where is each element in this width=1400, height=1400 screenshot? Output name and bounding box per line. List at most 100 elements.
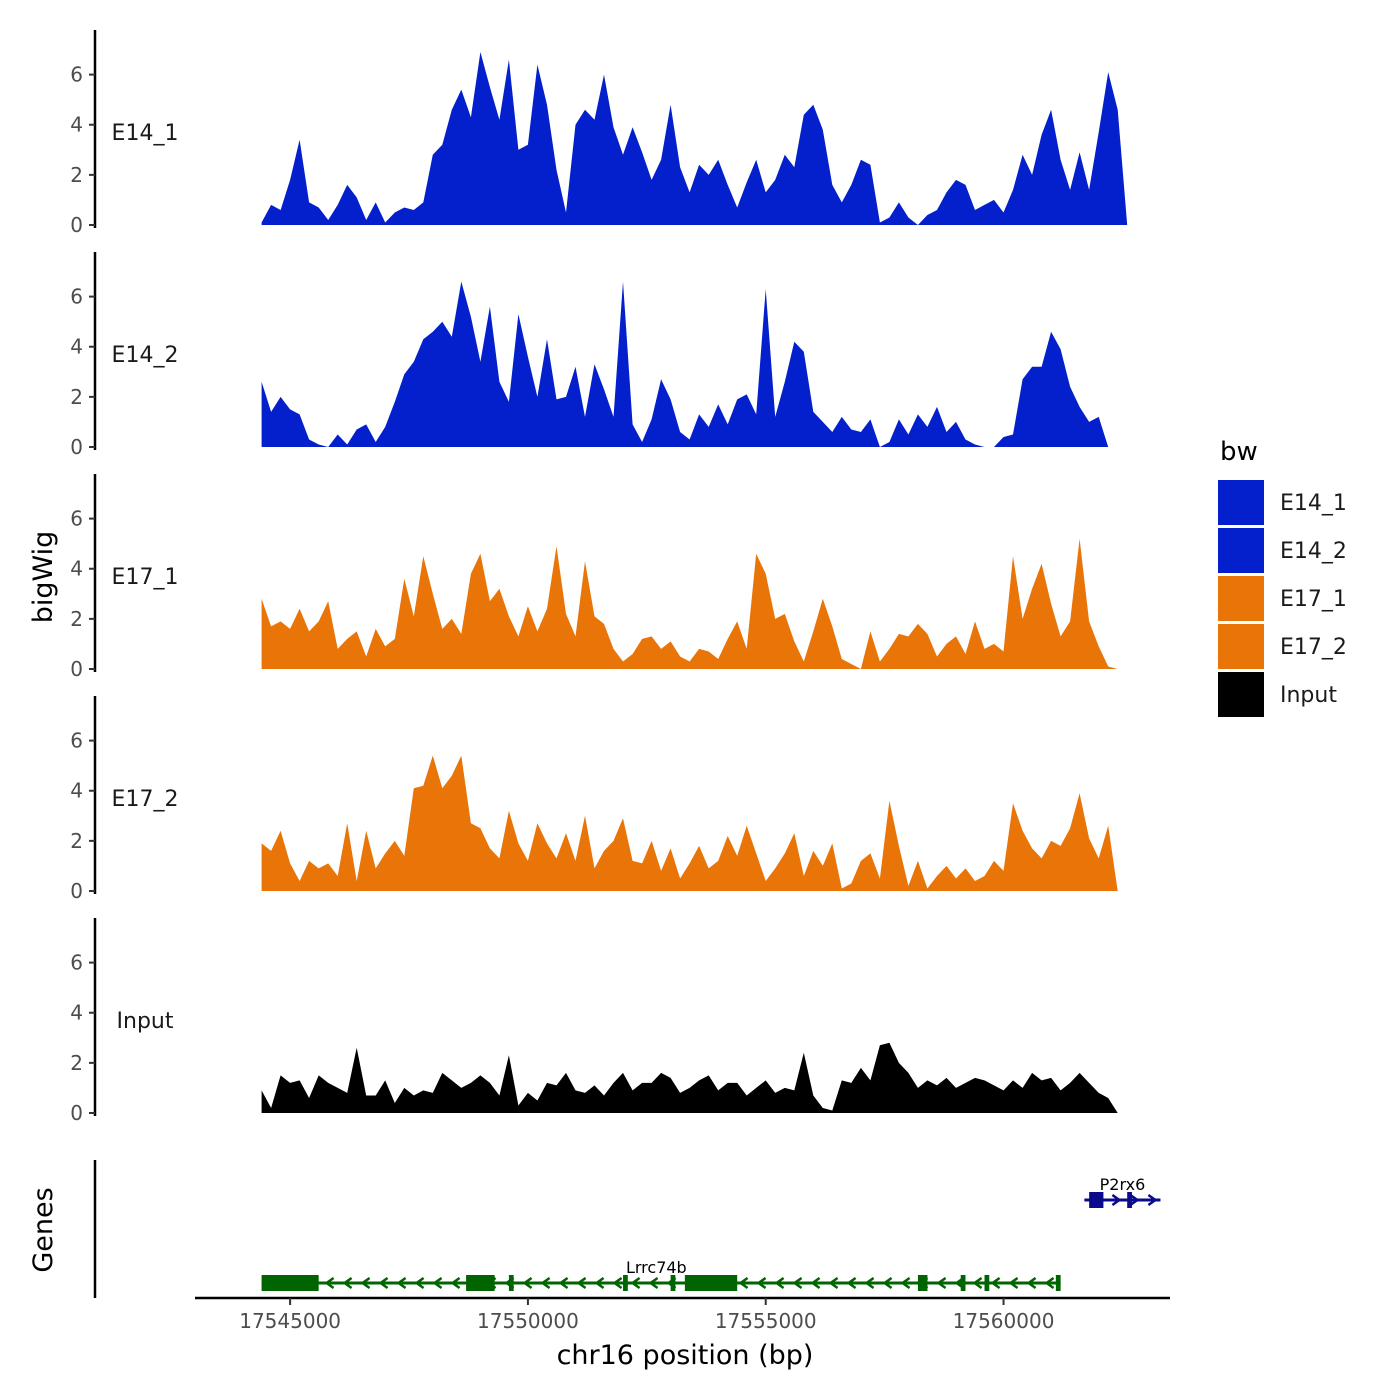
strand-arrow: [774, 1276, 785, 1290]
track-panels: 0 2 4 6 E14_1 0 2 4 6 E14_2 0 2 4 6 E17_1 0 2 4 6 E17_2 0 2 4 6…: [70, 30, 1152, 1125]
legend-label-Input: Input: [1280, 683, 1337, 708]
strand-arrow: [1129, 1193, 1140, 1207]
strand-arrow: [396, 1276, 407, 1290]
x-tick-label: 17555000: [715, 1309, 817, 1333]
y-tick-label: 4: [70, 779, 83, 803]
legend-swatch-E17_1: [1218, 576, 1264, 621]
y-tick-label: 6: [70, 507, 83, 531]
strand-arrow: [1147, 1193, 1158, 1207]
strand-arrow: [972, 1276, 983, 1290]
x-axis: 17545000 17550000 17555000 17560000: [195, 1296, 1170, 1333]
exon: [261, 1275, 319, 1291]
exon: [466, 1275, 495, 1291]
strand-arrow: [828, 1276, 839, 1290]
x-tick-label: 17560000: [953, 1309, 1055, 1333]
y-tick-label: 2: [70, 829, 83, 853]
y-tick-label: 4: [70, 335, 83, 359]
area-Input: [261, 1042, 1152, 1113]
strand-arrow: [810, 1276, 821, 1290]
exon: [670, 1275, 676, 1291]
y-tick-label: 0: [70, 1101, 83, 1125]
area-E14_1: [261, 52, 1152, 225]
strand-arrow: [576, 1276, 587, 1290]
y-tick-label: 0: [70, 213, 83, 237]
y-tick-label: 2: [70, 163, 83, 187]
strand-arrow: [414, 1276, 425, 1290]
strand-arrow: [1044, 1276, 1055, 1290]
strand-arrow: [540, 1276, 551, 1290]
strand-arrow: [450, 1276, 461, 1290]
strand-arrow: [594, 1276, 605, 1290]
strand-arrow: [360, 1276, 371, 1290]
legend-swatch-E14_1: [1218, 480, 1264, 525]
track-E14_2: 0 2 4 6 E14_2: [70, 252, 1152, 459]
y-tick-label: 2: [70, 1051, 83, 1075]
strand-arrow: [378, 1276, 389, 1290]
y-tick-label: 0: [70, 879, 83, 903]
strand-arrow: [432, 1276, 443, 1290]
strand-arrow: [558, 1276, 569, 1290]
y-axis-title: bigWig: [28, 531, 59, 624]
y-tick-label: 4: [70, 113, 83, 137]
track-label-E17_1: E17_1: [112, 565, 179, 590]
strand-arrow: [936, 1276, 947, 1290]
y-tick-label: 6: [70, 285, 83, 309]
exon: [1127, 1192, 1132, 1208]
exon: [508, 1275, 514, 1291]
strand-arrow: [792, 1276, 803, 1290]
gene-label-P2rx6: P2rx6: [1100, 1175, 1146, 1194]
area-E17_2: [261, 755, 1152, 891]
gene-P2rx6: P2rx6: [1084, 1175, 1161, 1208]
y-tick-label: 0: [70, 435, 83, 459]
genes-panel: Lrrc74b P2rx6: [93, 1160, 1161, 1298]
y-tick-label: 4: [70, 557, 83, 581]
strand-arrow: [738, 1276, 749, 1290]
track-E17_2: 0 2 4 6 E17_2: [70, 696, 1152, 903]
track-E17_1: 0 2 4 6 E17_1: [70, 474, 1152, 681]
strand-arrow: [756, 1276, 767, 1290]
x-tick-label: 17550000: [477, 1309, 579, 1333]
legend: bw E14_1 E14_2 E17_1 E17_2 Input: [1218, 437, 1347, 717]
area-E14_2: [261, 281, 1152, 447]
y-tick-label: 4: [70, 1001, 83, 1025]
strand-arrow: [864, 1276, 875, 1290]
exon: [917, 1275, 928, 1291]
y-tick-label: 2: [70, 607, 83, 631]
gene-Lrrc74b: Lrrc74b: [261, 1258, 1061, 1291]
legend-label-E17_2: E17_2: [1280, 635, 1347, 660]
strand-arrow: [900, 1276, 911, 1290]
y-tick-label: 0: [70, 657, 83, 681]
strand-arrow: [612, 1276, 623, 1290]
strand-arrow: [846, 1276, 857, 1290]
gene-label-Lrrc74b: Lrrc74b: [626, 1258, 687, 1277]
legend-swatch-E17_2: [1218, 624, 1264, 669]
exon: [1055, 1275, 1061, 1291]
strand-arrow: [1026, 1276, 1037, 1290]
y-tick-label: 6: [70, 951, 83, 975]
legend-label-E17_1: E17_1: [1280, 587, 1347, 612]
y-tick-label: 2: [70, 385, 83, 409]
legend-title: bw: [1220, 437, 1258, 467]
strand-arrow: [1008, 1276, 1019, 1290]
track-label-E14_2: E14_2: [112, 343, 179, 368]
genes-axis-title: Genes: [28, 1187, 59, 1272]
strand-arrow: [522, 1276, 533, 1290]
track-Input: 0 2 4 6 Input: [70, 918, 1152, 1125]
y-tick-label: 6: [70, 729, 83, 753]
strand-arrow: [648, 1276, 659, 1290]
legend-swatch-Input: [1218, 672, 1264, 717]
area-E17_1: [261, 538, 1152, 669]
legend-label-E14_1: E14_1: [1280, 491, 1347, 516]
track-E14_1: 0 2 4 6 E14_1: [70, 30, 1152, 237]
x-tick-label: 17545000: [239, 1309, 341, 1333]
exon: [984, 1275, 990, 1291]
strand-arrow: [882, 1276, 893, 1290]
legend-swatch-E14_2: [1218, 528, 1264, 573]
exon: [960, 1275, 966, 1291]
x-axis-title: chr16 position (bp): [557, 1340, 814, 1371]
strand-arrow: [630, 1276, 641, 1290]
exon: [623, 1275, 628, 1291]
strand-arrow: [990, 1276, 1001, 1290]
legend-label-E14_2: E14_2: [1280, 539, 1347, 564]
